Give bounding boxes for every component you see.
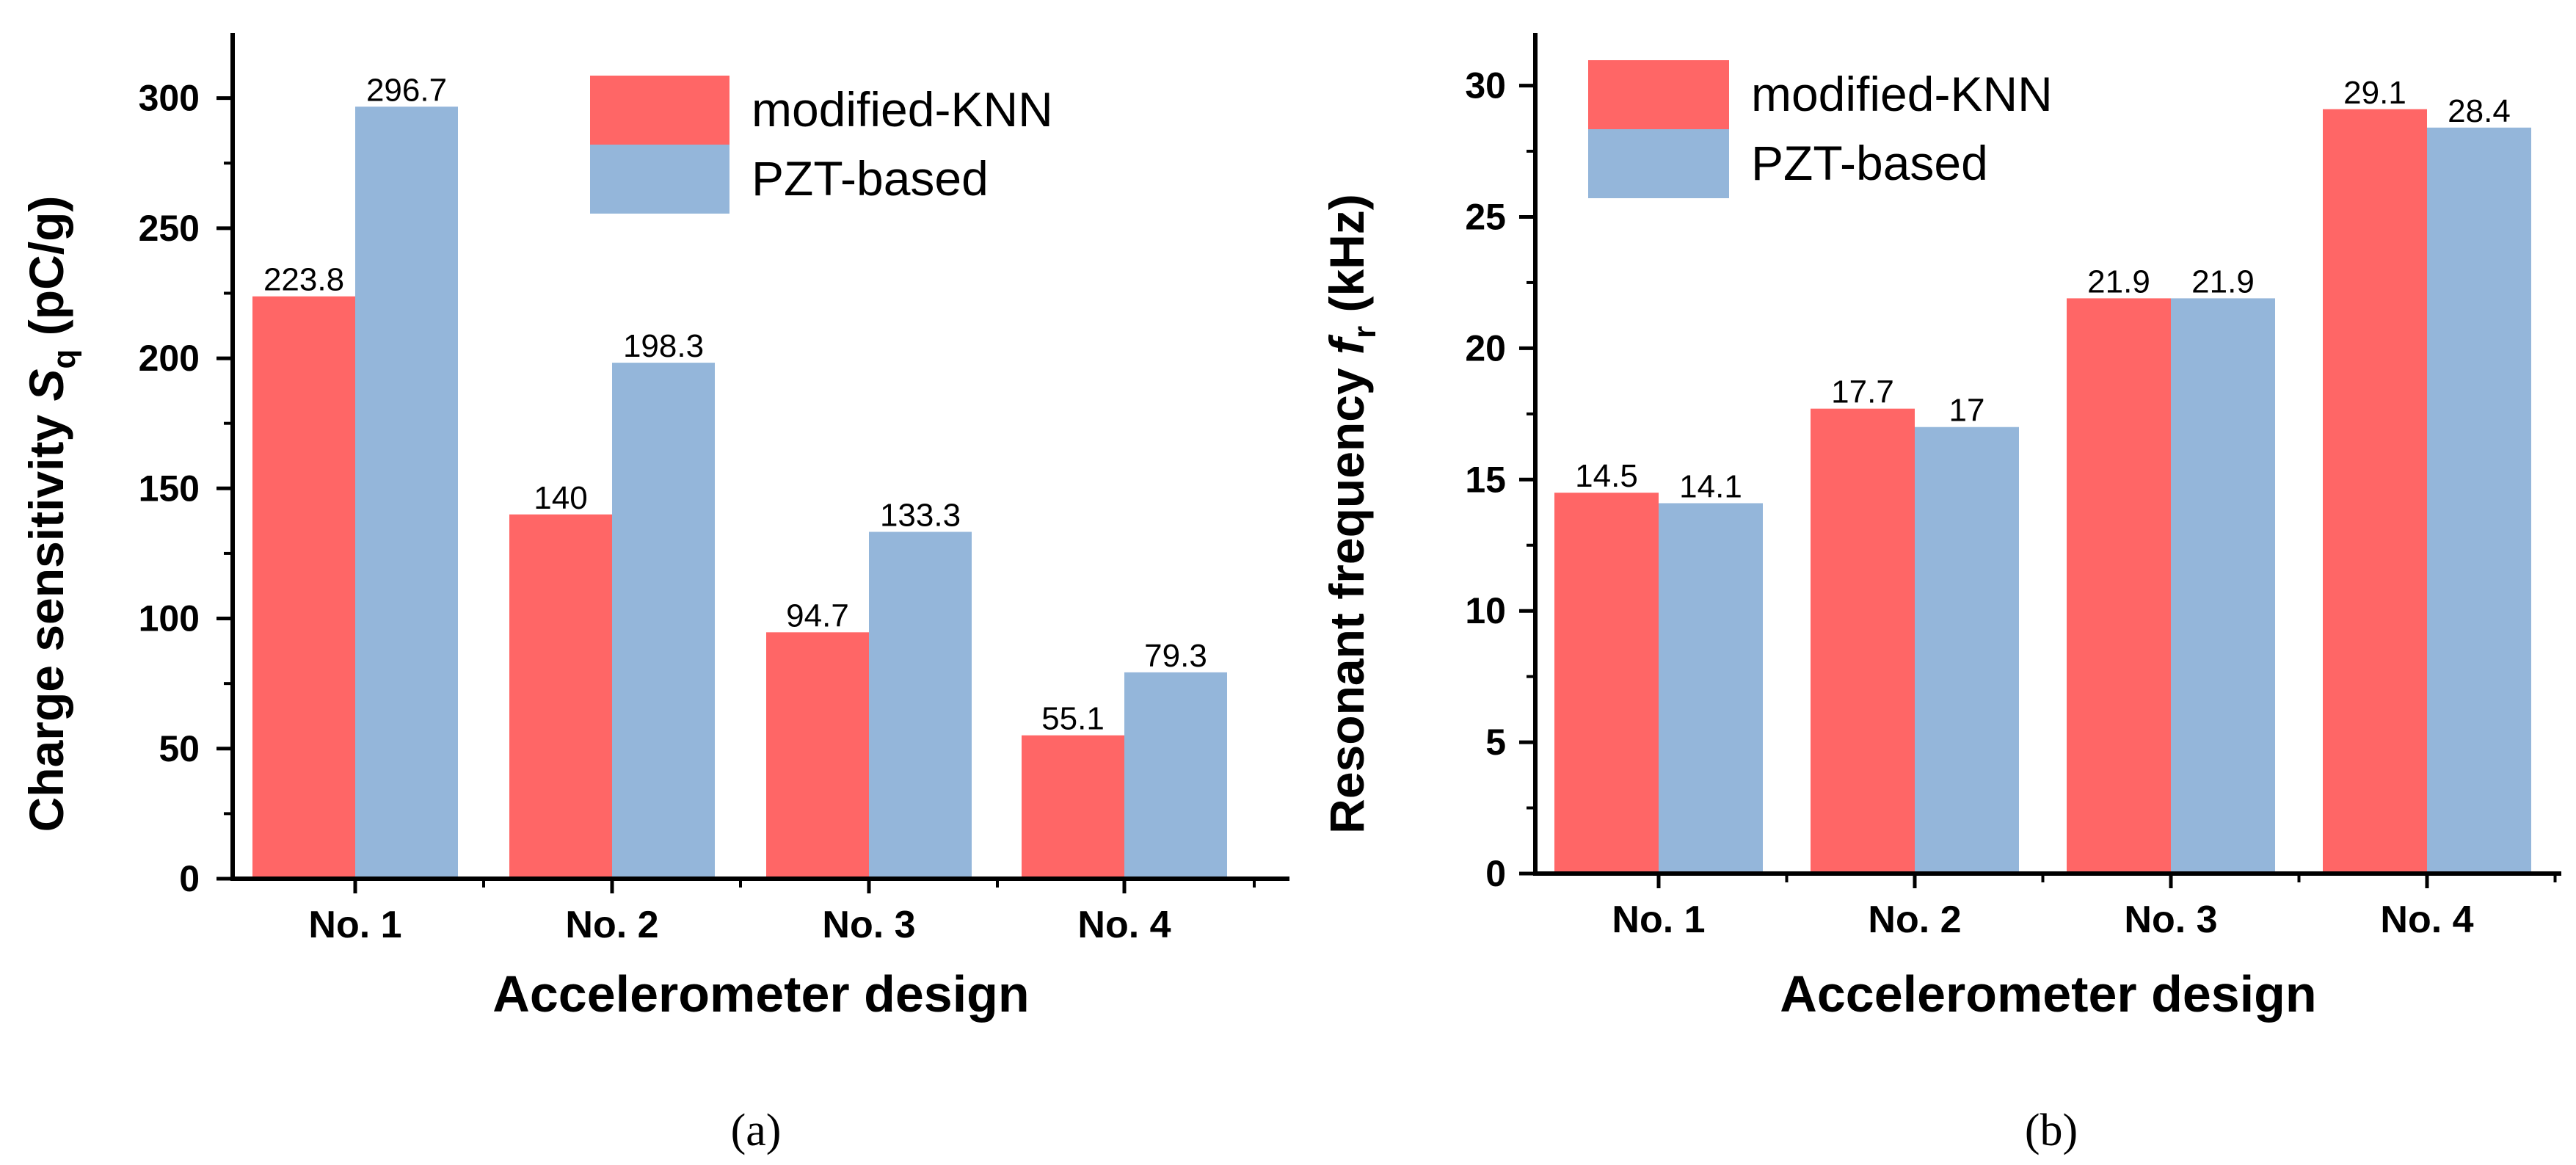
- y-tick-label-5: 250: [139, 208, 200, 249]
- y-axis-label-unit: (pC/g): [19, 196, 73, 349]
- bar-modified-knn-4: [1022, 735, 1124, 879]
- bar-modified-knn-4: [2323, 109, 2427, 874]
- legend-label-pzt-based: PZT-based: [752, 151, 989, 206]
- bar-pzt-based-4: [2427, 127, 2531, 874]
- y-tick-label-6: 300: [139, 78, 200, 119]
- bar-modified-knn-3: [766, 632, 869, 879]
- y-tick-label-4: 20: [1465, 327, 1506, 369]
- y-tick-label-5: 25: [1465, 196, 1506, 237]
- bar-pzt-based-3: [2171, 298, 2275, 874]
- y-tick-label-3: 150: [139, 468, 200, 509]
- value-label-modified-knn-3: 21.9: [2087, 264, 2150, 300]
- x-tick-label-2: No. 2: [565, 904, 658, 946]
- x-tick-label-3: No. 3: [2124, 899, 2217, 941]
- bar-modified-knn-1: [1554, 493, 1659, 874]
- bar-pzt-based-2: [1915, 427, 2019, 874]
- bar-pzt-based-1: [1659, 503, 1763, 874]
- bar-modified-knn-2: [1811, 408, 1915, 874]
- value-label-pzt-based-3: 133.3: [880, 498, 961, 534]
- y-tick-label-1: 5: [1485, 722, 1506, 763]
- value-label-pzt-based-4: 79.3: [1144, 638, 1207, 674]
- x-tick-label-4: No. 4: [1077, 904, 1171, 946]
- value-label-modified-knn-4: 55.1: [1041, 701, 1105, 737]
- value-label-pzt-based-1: 296.7: [366, 72, 447, 108]
- x-axis-label: Accelerometer design: [1780, 965, 2316, 1023]
- value-label-pzt-based-3: 21.9: [2191, 264, 2255, 300]
- y-axis-label: Resonant frequency fr (kHz): [1320, 194, 1383, 834]
- bar-modified-knn-2: [509, 514, 612, 879]
- x-tick-label-2: No. 2: [1868, 899, 1961, 941]
- legend-label-modified-knn: modified-KNN: [752, 82, 1053, 137]
- y-tick-label-1: 50: [159, 728, 200, 769]
- x-tick-label-1: No. 1: [308, 904, 401, 946]
- legend-swatch-modified-knn: [1588, 60, 1729, 129]
- bar-pzt-based-4: [1124, 672, 1227, 879]
- bar-modified-knn-1: [252, 296, 355, 879]
- legend-label-pzt-based: PZT-based: [1751, 136, 1988, 190]
- legend-swatch-pzt-based: [590, 145, 729, 214]
- y-tick-label-4: 200: [139, 338, 200, 379]
- x-tick-label-4: No. 4: [2380, 899, 2473, 941]
- y-tick-label-2: 10: [1465, 590, 1506, 631]
- bar-pzt-based-3: [869, 531, 972, 879]
- bar-pzt-based-2: [612, 363, 715, 879]
- value-label-pzt-based-1: 14.1: [1679, 468, 1742, 504]
- y-axis-label-subscript: r: [1347, 326, 1383, 338]
- y-axis-label: Charge sensitivity Sq (pC/g): [19, 196, 82, 832]
- legend-label-modified-knn: modified-KNN: [1751, 67, 2053, 121]
- bar-pzt-based-1: [355, 106, 458, 879]
- x-tick-label-3: No. 3: [822, 904, 915, 946]
- x-axis-label: Accelerometer design: [492, 965, 1029, 1023]
- value-label-pzt-based-2: 17: [1949, 393, 1985, 429]
- y-tick-label-6: 30: [1465, 65, 1506, 106]
- y-tick-label-3: 15: [1465, 459, 1506, 500]
- y-axis-label-symbol: S: [19, 369, 73, 401]
- value-label-modified-knn-2: 17.7: [1831, 374, 1894, 410]
- y-tick-label-2: 100: [139, 598, 200, 639]
- legend-swatch-pzt-based: [1588, 129, 1729, 198]
- y-axis-label-main: Charge sensitivity: [19, 401, 73, 832]
- y-tick-label-0: 0: [179, 858, 200, 899]
- chart-b-resonant-frequency: 14.5 17.7 21.9 29.1 14.1 17 21.9 28.4 0 5 10 15 20 25…: [1320, 33, 2561, 1155]
- value-label-modified-knn-3: 94.7: [786, 598, 849, 634]
- value-label-pzt-based-4: 28.4: [2448, 93, 2511, 129]
- y-axis-label-subscript: q: [46, 349, 82, 369]
- panel-label: (b): [2025, 1106, 2078, 1155]
- value-label-modified-knn-2: 140: [534, 480, 587, 516]
- bar-modified-knn-3: [2067, 298, 2171, 874]
- value-label-modified-knn-1: 14.5: [1575, 458, 1638, 494]
- y-tick-label-0: 0: [1485, 853, 1506, 894]
- y-axis-label-unit: (kHz): [1320, 194, 1374, 326]
- x-tick-label-1: No. 1: [1612, 899, 1705, 941]
- value-label-modified-knn-4: 29.1: [2343, 75, 2406, 111]
- panel-label: (a): [731, 1106, 782, 1155]
- chart-a-charge-sensitivity: 223.8 140 94.7 55.1 296.7 198.3 133.3 79.3 0 50 10…: [19, 33, 1289, 1155]
- legend-swatch-modified-knn: [590, 76, 729, 145]
- value-label-modified-knn-1: 223.8: [263, 262, 344, 298]
- y-axis-label-main: Resonant frequency: [1320, 355, 1374, 834]
- value-label-pzt-based-2: 198.3: [623, 328, 704, 364]
